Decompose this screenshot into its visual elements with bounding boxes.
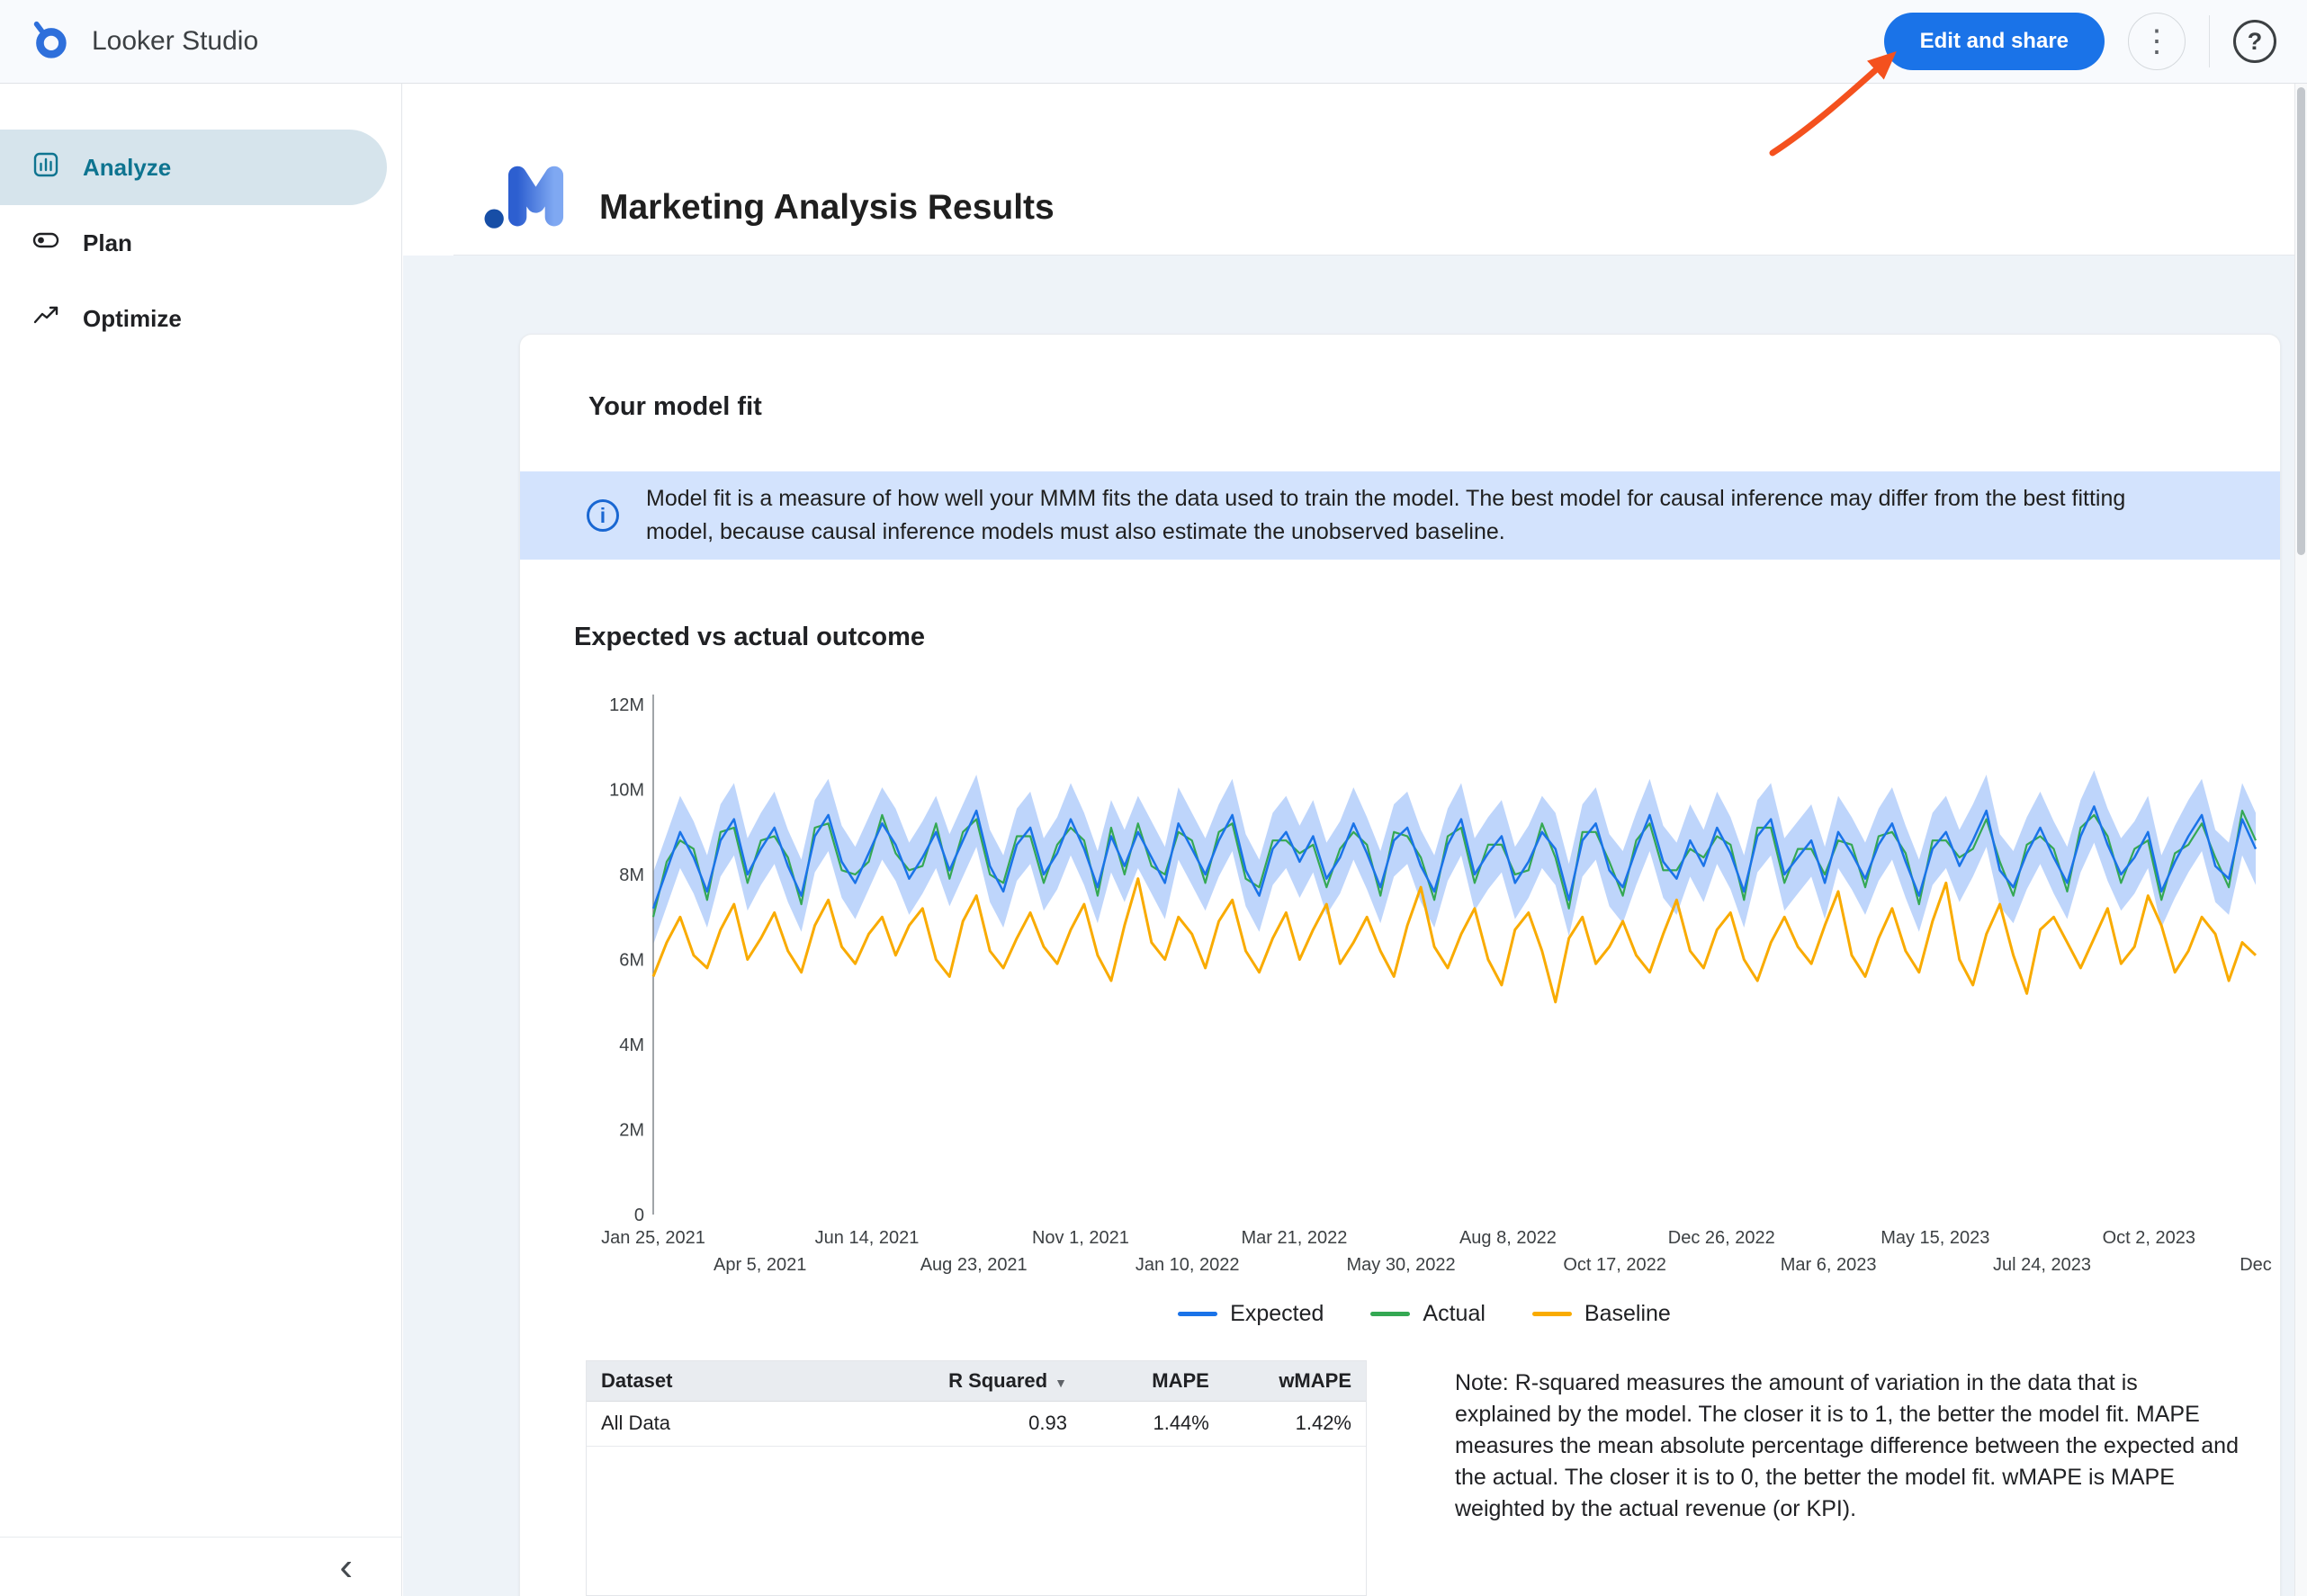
sidebar-item-optimize[interactable]: Optimize	[0, 281, 387, 356]
sidebar-footer: ‹	[0, 1537, 401, 1596]
svg-text:Nov 1, 2021: Nov 1, 2021	[1032, 1228, 1129, 1248]
column-header-r-squared[interactable]: R Squared ▼	[934, 1361, 1082, 1402]
collapse-sidebar-button[interactable]: ‹	[332, 1547, 360, 1587]
svg-text:Dec 26, 2022: Dec 26, 2022	[1668, 1228, 1775, 1248]
left-nav-sidebar: Analyze Plan Optimize ‹	[0, 84, 402, 1596]
legend-swatch-icon	[1178, 1312, 1218, 1316]
legend-label: Actual	[1423, 1301, 1486, 1326]
more-vert-icon: ⋮	[2141, 24, 2172, 58]
report-viewport: Marketing Analysis Results Your model fi…	[403, 84, 2307, 1596]
svg-text:6M: 6M	[619, 951, 644, 971]
svg-text:Jan 10, 2022: Jan 10, 2022	[1136, 1255, 1240, 1275]
table-header-row: Dataset R Squared ▼ MAPE wMAPE	[587, 1361, 1366, 1402]
model-fit-table: Dataset R Squared ▼ MAPE wMAPE All Data 0…	[586, 1360, 1367, 1596]
looker-studio-logo-icon	[29, 19, 70, 65]
svg-text:May 30, 2022: May 30, 2022	[1346, 1255, 1455, 1275]
svg-text:Aug 23, 2021: Aug 23, 2021	[920, 1255, 1028, 1275]
info-banner-text: Model fit is a measure of how well your …	[646, 486, 2126, 544]
legend-item-baseline[interactable]: Baseline	[1531, 1301, 1671, 1327]
legend-item-actual[interactable]: Actual	[1370, 1301, 1486, 1327]
svg-text:Oct 17, 2022: Oct 17, 2022	[1563, 1255, 1666, 1275]
sidebar-item-label: Analyze	[83, 153, 172, 181]
info-banner: i Model fit is a measure of how well you…	[520, 471, 2280, 560]
svg-text:May 15, 2023: May 15, 2023	[1881, 1228, 1989, 1248]
legend-swatch-icon	[1531, 1312, 1572, 1316]
svg-text:12M: 12M	[609, 695, 644, 715]
report-canvas: Your model fit i Model fit is a measure …	[403, 256, 2307, 1596]
column-header-mape[interactable]: MAPE	[1081, 1361, 1224, 1402]
svg-text:Dec: Dec	[2240, 1255, 2272, 1275]
svg-text:Jan 25, 2021: Jan 25, 2021	[601, 1228, 705, 1248]
chevron-left-icon: ‹	[339, 1544, 353, 1589]
sidebar-item-label: Optimize	[83, 304, 182, 332]
topbar-divider	[2209, 15, 2210, 67]
expected-vs-actual-chart: 12M 10M 8M 6M 4M 2M 0 Jan 25, 2021 Apr 5, 2021 Ju…	[574, 687, 2275, 1279]
cell-mape: 1.44%	[1081, 1401, 1224, 1447]
svg-text:8M: 8M	[619, 865, 644, 885]
svg-text:Oct 2, 2023: Oct 2, 2023	[2103, 1228, 2195, 1248]
legend-swatch-icon	[1370, 1312, 1411, 1316]
vertical-scrollbar[interactable]	[2294, 84, 2307, 1596]
analyze-chart-icon	[32, 151, 59, 184]
trending-up-icon	[32, 302, 59, 336]
svg-text:2M: 2M	[619, 1121, 644, 1141]
svg-text:Jun 14, 2021: Jun 14, 2021	[815, 1228, 920, 1248]
legend-item-expected[interactable]: Expected	[1178, 1301, 1324, 1327]
svg-text:10M: 10M	[609, 781, 644, 801]
legend-label: Baseline	[1584, 1301, 1671, 1326]
sidebar-item-plan[interactable]: Plan	[0, 205, 387, 281]
edit-and-share-button[interactable]: Edit and share	[1883, 13, 2105, 70]
top-app-bar: Looker Studio Edit and share ⋮ ?	[0, 0, 2307, 84]
svg-text:Mar 6, 2023: Mar 6, 2023	[1781, 1255, 1877, 1275]
chart-legend: Expected Actual Baseline	[574, 1301, 2275, 1327]
help-button[interactable]: ?	[2233, 20, 2276, 63]
svg-text:Apr 5, 2021: Apr 5, 2021	[714, 1255, 806, 1275]
model-fit-card: Your model fit i Model fit is a measure …	[519, 334, 2281, 1596]
page-title: Marketing Analysis Results	[599, 188, 1055, 227]
sidebar-item-analyze[interactable]: Analyze	[0, 130, 387, 205]
info-icon: i	[587, 499, 619, 532]
help-icon: ?	[2247, 27, 2263, 55]
scrollbar-thumb[interactable]	[2297, 87, 2305, 555]
header-divider	[453, 255, 2294, 256]
sort-desc-icon: ▼	[1055, 1375, 1067, 1390]
chart-title: Expected vs actual outcome	[574, 623, 926, 651]
table-row: All Data 0.93 1.44% 1.42%	[587, 1401, 1366, 1447]
svg-text:Aug 8, 2022: Aug 8, 2022	[1459, 1228, 1557, 1248]
metrics-note-text: Note: R-squared measures the amount of v…	[1455, 1370, 2239, 1521]
sidebar-item-label: Plan	[83, 229, 132, 256]
svg-text:0: 0	[634, 1206, 644, 1225]
app-title: Looker Studio	[92, 26, 259, 56]
svg-text:4M: 4M	[619, 1036, 644, 1055]
chart-svg: 12M 10M 8M 6M 4M 2M 0 Jan 25, 2021 Apr 5, 2021 Ju…	[601, 695, 2272, 1275]
card-title: Your model fit	[588, 392, 762, 421]
svg-text:Mar 21, 2022: Mar 21, 2022	[1241, 1228, 1347, 1248]
cell-wmape: 1.42%	[1223, 1401, 1366, 1447]
more-options-button[interactable]: ⋮	[2128, 13, 2186, 70]
plan-toggle-icon	[32, 227, 59, 260]
cell-dataset: All Data	[587, 1401, 935, 1447]
column-header-dataset[interactable]: Dataset	[587, 1361, 935, 1402]
meridian-logo-icon	[484, 152, 576, 236]
cell-r-squared: 0.93	[934, 1401, 1082, 1447]
column-header-wmape[interactable]: wMAPE	[1223, 1361, 1366, 1402]
svg-text:Jul 24, 2023: Jul 24, 2023	[1993, 1255, 2091, 1275]
legend-label: Expected	[1230, 1301, 1324, 1326]
